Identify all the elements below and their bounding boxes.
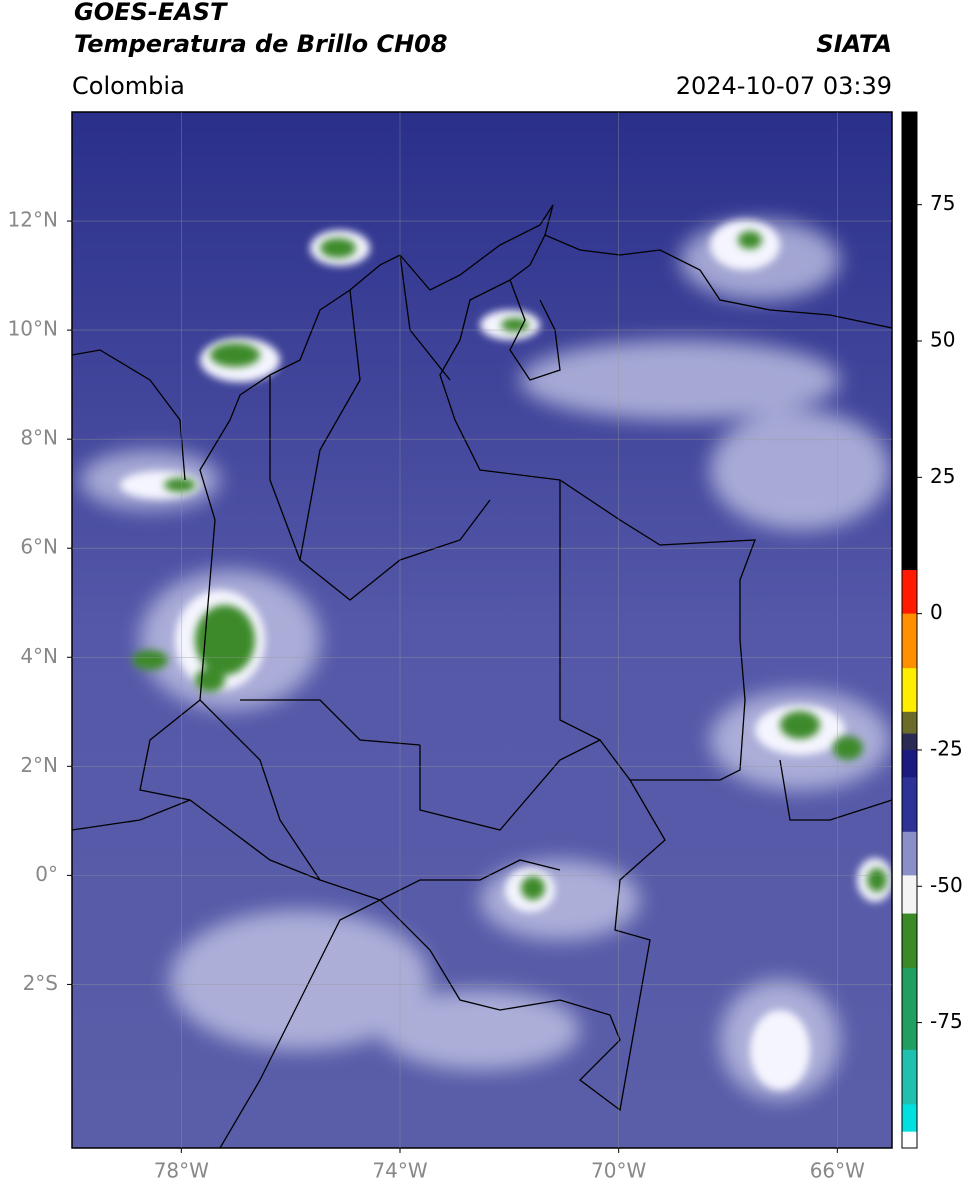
y-tick-label: 2°S [23,971,58,995]
colorbar-tick-label: -50 [930,873,963,897]
colorbar-segment [902,968,917,1051]
colorbar-frame [901,111,918,1149]
colorbar-tick-label: 50 [930,328,955,352]
x-tick-label: 78°W [154,1159,209,1183]
colorbar-segment [902,1131,917,1149]
colorbar-segment [902,570,917,615]
map-frame [71,111,893,1149]
colorbar-segment [902,1049,917,1105]
colorbar-tick-label: -75 [930,1009,963,1033]
x-tick-label: 70°W [591,1159,646,1183]
colorbar-segment [902,777,917,833]
colorbar-segment [902,913,917,969]
title: GOES-EAST [74,0,228,26]
x-tick-label: 74°W [372,1159,427,1183]
colorbar-tick-label: -25 [930,736,963,760]
colorbar-tick-label: 25 [930,464,955,488]
x-tick-label: 66°W [810,1159,865,1183]
satellite-image [72,112,892,1148]
y-tick-label: 2°N [20,753,58,777]
title: Temperatura de Brillo CH08 [74,30,448,58]
y-tick-label: 4°N [20,644,58,668]
colorbar-segment [902,711,917,735]
colorbar-segment [902,1104,917,1133]
y-tick-label: 10°N [8,317,58,341]
colorbar-tick-label: 0 [930,600,943,624]
y-tick-label: 0° [35,862,58,886]
colorbar-tick-label: 75 [930,191,955,215]
y-tick-label: 12°N [8,208,58,232]
region: Colombia [72,72,185,100]
colorbar-segment [902,733,917,751]
datetime: 2024-10-07 03:39 [676,72,892,100]
y-tick-label: 8°N [20,426,58,450]
colorbar-segment [902,668,917,713]
colorbar-segment [902,613,917,669]
colorbar-segment [902,749,917,778]
source: SIATA [816,30,892,58]
colorbar-segment [902,831,917,876]
y-tick-label: 6°N [20,535,58,559]
colorbar-segment [902,875,917,915]
colorbar-segment [902,112,917,571]
